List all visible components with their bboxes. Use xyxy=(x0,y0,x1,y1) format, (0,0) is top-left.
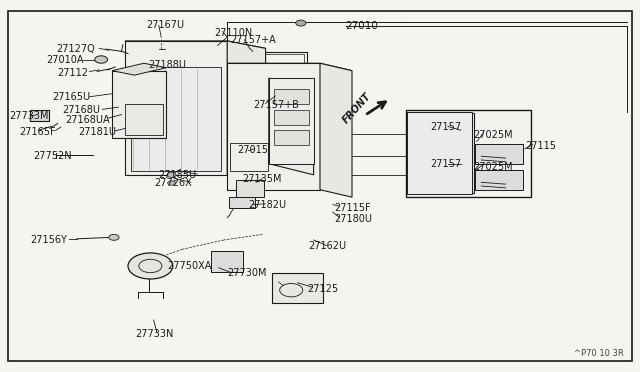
Bar xyxy=(274,110,309,125)
Text: 27015: 27015 xyxy=(237,145,268,154)
Bar xyxy=(236,180,264,197)
Circle shape xyxy=(167,172,176,177)
Circle shape xyxy=(109,234,119,240)
Bar xyxy=(230,143,268,171)
Bar xyxy=(406,110,531,197)
Text: ^P70 10 3R: ^P70 10 3R xyxy=(574,349,624,358)
Text: 27185U: 27185U xyxy=(159,170,197,180)
Text: 27112: 27112 xyxy=(58,68,88,78)
Text: 27157: 27157 xyxy=(430,122,461,132)
Text: 27157+B: 27157+B xyxy=(253,100,299,110)
Bar xyxy=(272,273,323,303)
Text: 27127Q: 27127Q xyxy=(56,44,95,54)
Text: 27167U: 27167U xyxy=(146,20,184,29)
Text: 27752N: 27752N xyxy=(33,151,72,161)
Text: 27188U: 27188U xyxy=(148,60,186,70)
Polygon shape xyxy=(227,63,352,71)
Bar xyxy=(269,78,314,164)
Text: 27010A: 27010A xyxy=(46,55,84,65)
Bar xyxy=(475,170,523,190)
Text: FRONT: FRONT xyxy=(341,91,373,125)
Bar xyxy=(186,54,240,73)
Text: 27168UA: 27168UA xyxy=(65,115,110,125)
Circle shape xyxy=(296,20,306,26)
Text: 27750XA: 27750XA xyxy=(168,261,212,271)
Bar xyxy=(274,130,309,145)
Text: 27025M: 27025M xyxy=(474,162,513,171)
Circle shape xyxy=(168,181,175,185)
Bar xyxy=(475,144,523,164)
Bar xyxy=(229,197,255,208)
Text: 27733M: 27733M xyxy=(10,111,49,121)
Bar xyxy=(112,71,166,138)
Bar xyxy=(227,63,320,190)
Bar xyxy=(125,41,227,175)
Text: 27110N: 27110N xyxy=(214,28,253,38)
Bar xyxy=(246,52,307,76)
Text: 27157: 27157 xyxy=(430,160,461,169)
Bar xyxy=(125,104,163,135)
Bar xyxy=(413,113,474,193)
Polygon shape xyxy=(125,41,266,48)
Bar xyxy=(274,89,309,104)
Text: 27162U: 27162U xyxy=(308,241,347,251)
Text: 27010: 27010 xyxy=(346,21,378,31)
Text: 27726X: 27726X xyxy=(154,178,192,188)
Text: 27165U: 27165U xyxy=(52,93,91,102)
Polygon shape xyxy=(112,63,166,75)
Text: 27733N: 27733N xyxy=(136,329,174,339)
Bar xyxy=(250,54,304,74)
Text: 27157+A: 27157+A xyxy=(230,35,276,45)
Text: 27730M: 27730M xyxy=(227,269,267,278)
Polygon shape xyxy=(320,63,352,197)
Text: 27156Y: 27156Y xyxy=(31,235,68,244)
Bar xyxy=(131,67,221,171)
Polygon shape xyxy=(227,41,266,182)
Bar xyxy=(211,251,243,272)
Text: 27115: 27115 xyxy=(525,141,556,151)
Text: 27165F: 27165F xyxy=(19,127,56,137)
Text: 27115F: 27115F xyxy=(334,203,371,212)
Text: 27025M: 27025M xyxy=(474,130,513,140)
Text: 27182U: 27182U xyxy=(248,201,287,210)
Bar xyxy=(407,112,472,194)
Text: 27135M: 27135M xyxy=(242,174,282,184)
Bar xyxy=(182,52,243,74)
Text: 27168U: 27168U xyxy=(63,105,100,115)
Bar xyxy=(30,110,49,121)
Circle shape xyxy=(128,253,173,279)
Text: 27181U: 27181U xyxy=(78,128,116,137)
Text: 27125: 27125 xyxy=(307,285,339,294)
Circle shape xyxy=(95,56,108,63)
Polygon shape xyxy=(269,78,314,175)
Text: 27180U: 27180U xyxy=(334,214,372,224)
